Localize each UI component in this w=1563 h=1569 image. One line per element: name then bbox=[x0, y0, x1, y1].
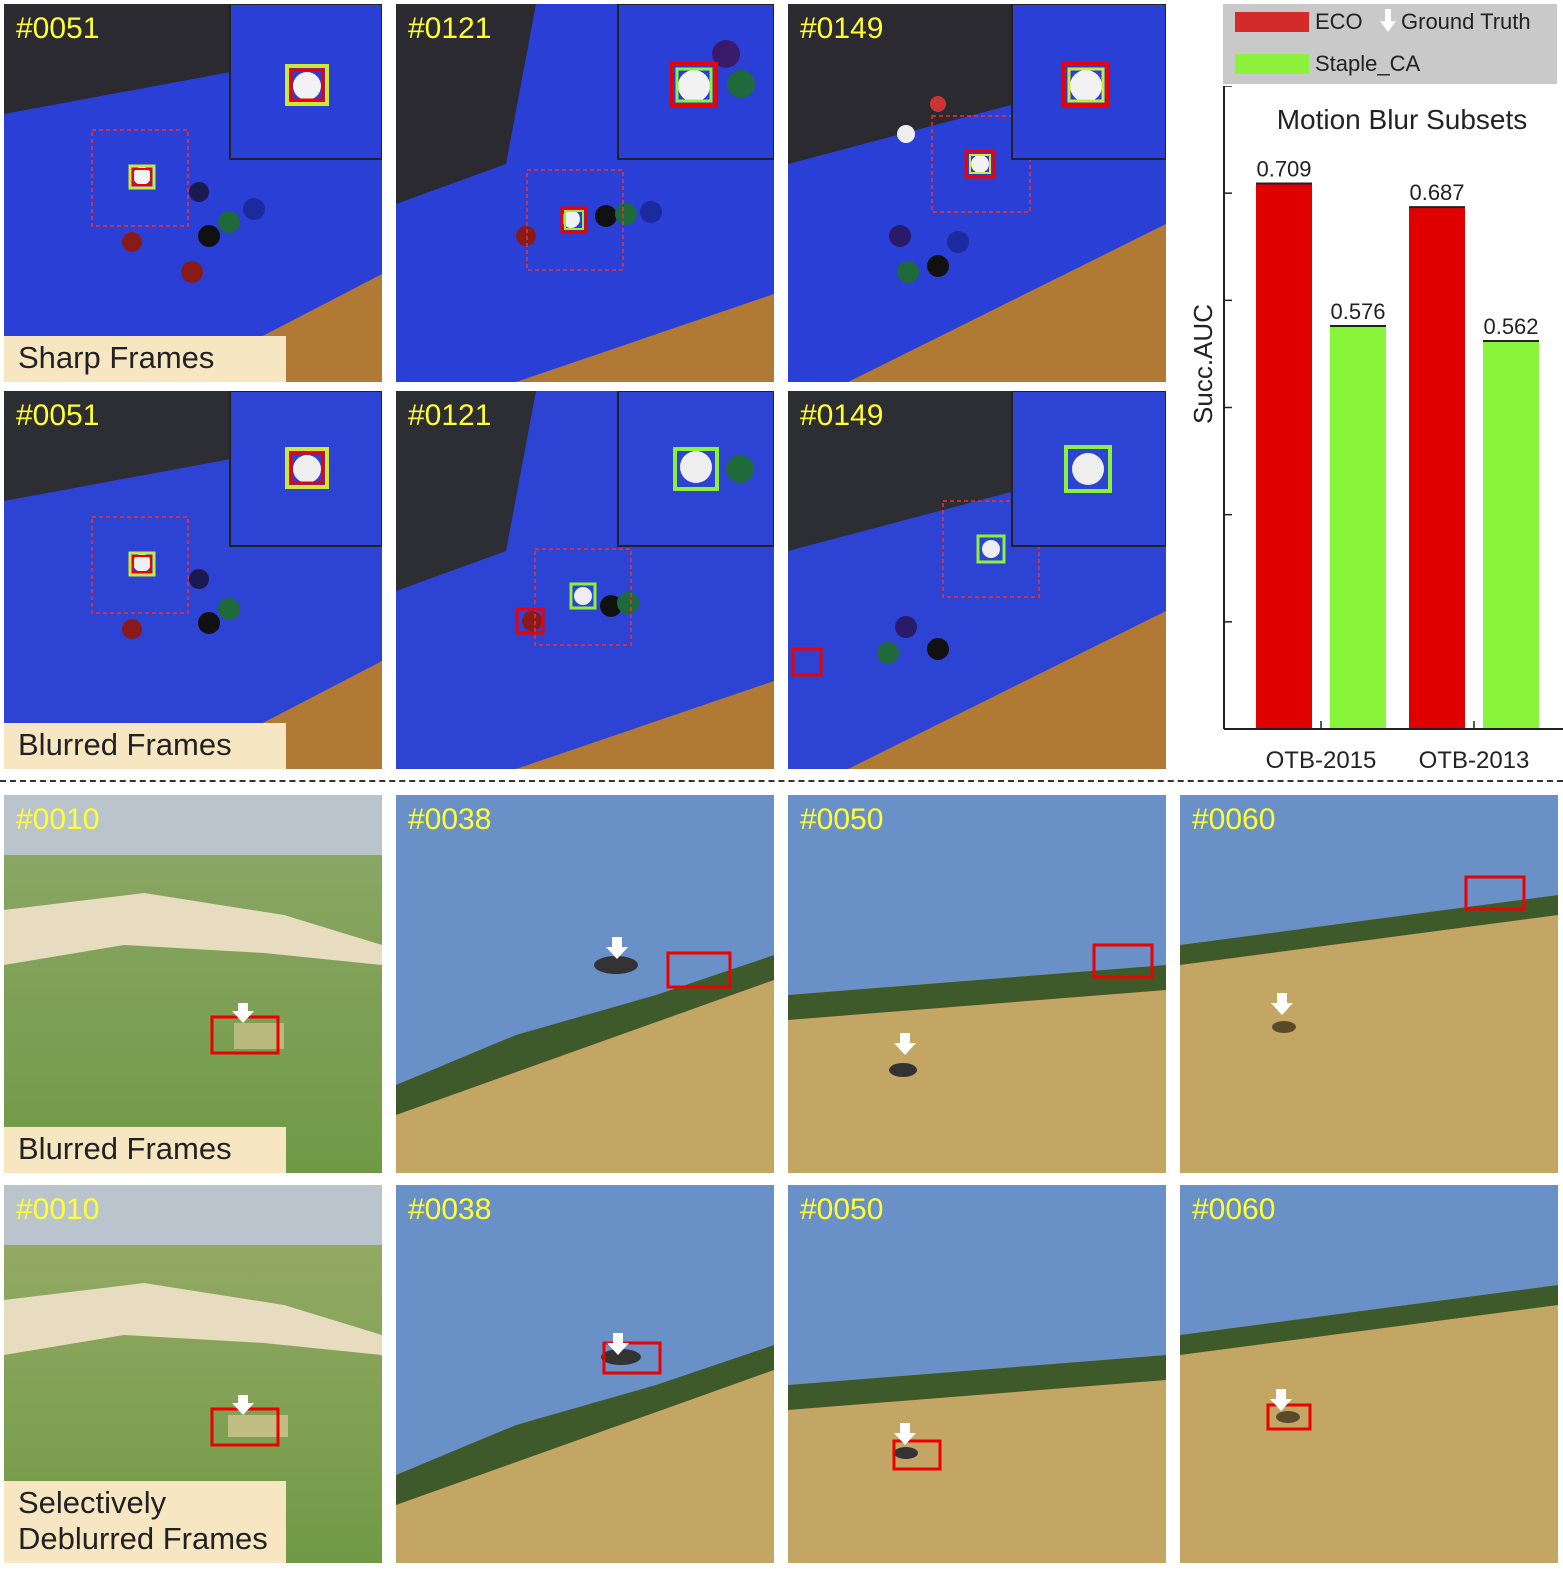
field-scene bbox=[4, 795, 382, 1173]
legend-swatch-staple-ca bbox=[1235, 54, 1309, 74]
frame-number: #0060 bbox=[1192, 1193, 1276, 1226]
frame-number: #0060 bbox=[1192, 803, 1276, 836]
bar-value-label: 0.562 bbox=[1483, 314, 1538, 339]
bar-value-label: 0.687 bbox=[1409, 180, 1464, 205]
car-panel-blurred-0010: #0010 Blurred Frames bbox=[4, 795, 382, 1173]
pool-panel-blurred-0149: #0149 bbox=[788, 391, 1166, 769]
field-scene bbox=[396, 1185, 774, 1563]
car-panel-deblurred-0010: #0010 Selectively Deblurred Frames bbox=[4, 1185, 382, 1563]
frame-number: #0121 bbox=[408, 399, 492, 432]
row-caption-blurred: Blurred Frames bbox=[4, 1127, 286, 1173]
bar-chart-svg: Motion Blur Subsets Succ.AUC 0.709 0.576 0… bbox=[1188, 85, 1563, 774]
frame-number: #0038 bbox=[408, 803, 492, 836]
x-tick-label: OTB-2013 bbox=[1419, 747, 1530, 774]
pool-scene bbox=[4, 391, 382, 769]
frame-number: #0010 bbox=[16, 1193, 100, 1226]
legend-label-eco: ECO bbox=[1315, 9, 1363, 34]
field-scene bbox=[396, 795, 774, 1173]
bar-value-label: 0.576 bbox=[1330, 299, 1385, 324]
frame-number: #0149 bbox=[800, 12, 884, 45]
row-caption-sharp: Sharp Frames bbox=[4, 336, 286, 382]
legend-swatch-eco bbox=[1235, 12, 1309, 32]
field-scene bbox=[788, 1185, 1166, 1563]
bar-eco-otb-2015 bbox=[1256, 183, 1312, 729]
y-axis-label: Succ.AUC bbox=[1188, 304, 1218, 424]
car-panel-blurred-0050: #0050 bbox=[788, 795, 1166, 1173]
pool-panel-sharp-0051: #0051 Sharp Frames bbox=[4, 4, 382, 382]
frame-number: #0010 bbox=[16, 803, 100, 836]
pool-panel-blurred-0051: #0051 Blurred Frames bbox=[4, 391, 382, 769]
pool-panel-sharp-0121: #0121 bbox=[396, 4, 774, 382]
legend-label-staple-ca: Staple_CA bbox=[1315, 51, 1421, 76]
car-panel-deblurred-0060: #0060 bbox=[1180, 1185, 1558, 1563]
frame-number: #0121 bbox=[408, 12, 492, 45]
pool-scene bbox=[4, 4, 382, 382]
chart-legend: ECO Ground Truth Staple_CA bbox=[1223, 4, 1557, 84]
row-caption-blurred: Blurred Frames bbox=[4, 723, 286, 769]
field-scene bbox=[1180, 795, 1558, 1173]
chart-title: Motion Blur Subsets bbox=[1277, 104, 1528, 135]
car-panel-blurred-0060: #0060 bbox=[1180, 795, 1558, 1173]
car-panel-deblurred-0050: #0050 bbox=[788, 1185, 1166, 1563]
frame-number: #0051 bbox=[16, 12, 100, 45]
field-scene bbox=[1180, 1185, 1558, 1563]
pool-scene bbox=[788, 4, 1166, 382]
pool-panel-blurred-0121: #0121 bbox=[396, 391, 774, 769]
legend-label-ground-truth: Ground Truth bbox=[1401, 9, 1531, 34]
frame-number: #0149 bbox=[800, 399, 884, 432]
bar-chart: Motion Blur Subsets Succ.AUC 0.709 0.576 0… bbox=[1180, 85, 1563, 780]
bar-eco-otb-2013 bbox=[1409, 207, 1465, 729]
car-panel-blurred-0038: #0038 bbox=[396, 795, 774, 1173]
pool-scene bbox=[396, 391, 774, 769]
row-caption-deblurred: Selectively Deblurred Frames bbox=[4, 1481, 286, 1563]
bar-staple-ca-otb-2013 bbox=[1483, 341, 1539, 729]
frame-number: #0051 bbox=[16, 399, 100, 432]
pool-panel-sharp-0149: #0149 bbox=[788, 4, 1166, 382]
frame-number: #0038 bbox=[408, 1193, 492, 1226]
frame-number: #0050 bbox=[800, 1193, 884, 1226]
bar-staple-ca-otb-2015 bbox=[1330, 326, 1386, 729]
field-scene bbox=[788, 795, 1166, 1173]
down-arrow-icon bbox=[1380, 9, 1396, 32]
frame-number: #0050 bbox=[800, 803, 884, 836]
pool-scene bbox=[396, 4, 774, 382]
x-tick-label: OTB-2015 bbox=[1266, 747, 1377, 774]
bar-value-label: 0.709 bbox=[1256, 157, 1311, 182]
section-divider bbox=[0, 780, 1563, 782]
pool-scene bbox=[788, 391, 1166, 769]
car-panel-deblurred-0038: #0038 bbox=[396, 1185, 774, 1563]
